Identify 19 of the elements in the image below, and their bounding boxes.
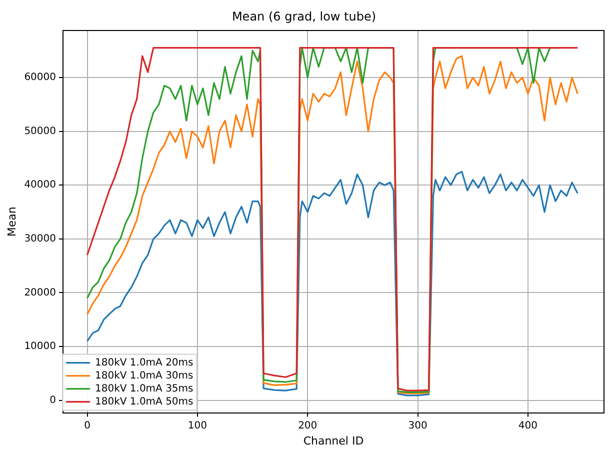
y-tick-label: 60000 (24, 72, 56, 84)
chart-title: Mean (6 grad, low tube) (232, 9, 376, 24)
x-tick-label: 300 (408, 420, 428, 432)
legend-label: 180kV 1.0mA 30ms (95, 370, 194, 382)
y-tick-label: 30000 (24, 234, 56, 245)
x-axis-title: Channel ID (303, 434, 364, 448)
legend-label: 180kV 1.0mA 50ms (95, 396, 194, 408)
x-tick-label: 100 (188, 420, 207, 432)
x-tick-label: 400 (518, 420, 538, 432)
x-tick-label: 0 (84, 420, 90, 432)
legend-label: 180kV 1.0mA 20ms (95, 357, 194, 368)
legend-label: 180kV 1.0mA 35ms (95, 383, 194, 394)
x-tick-label: 200 (298, 420, 318, 432)
y-tick-label: 40000 (24, 180, 56, 191)
y-tick-label: 20000 (24, 287, 56, 298)
y-tick-label: 10000 (24, 341, 56, 352)
y-axis-title: Mean (5, 206, 18, 237)
y-tick-label: 50000 (24, 126, 56, 137)
y-tick-label: 0 (50, 394, 56, 406)
